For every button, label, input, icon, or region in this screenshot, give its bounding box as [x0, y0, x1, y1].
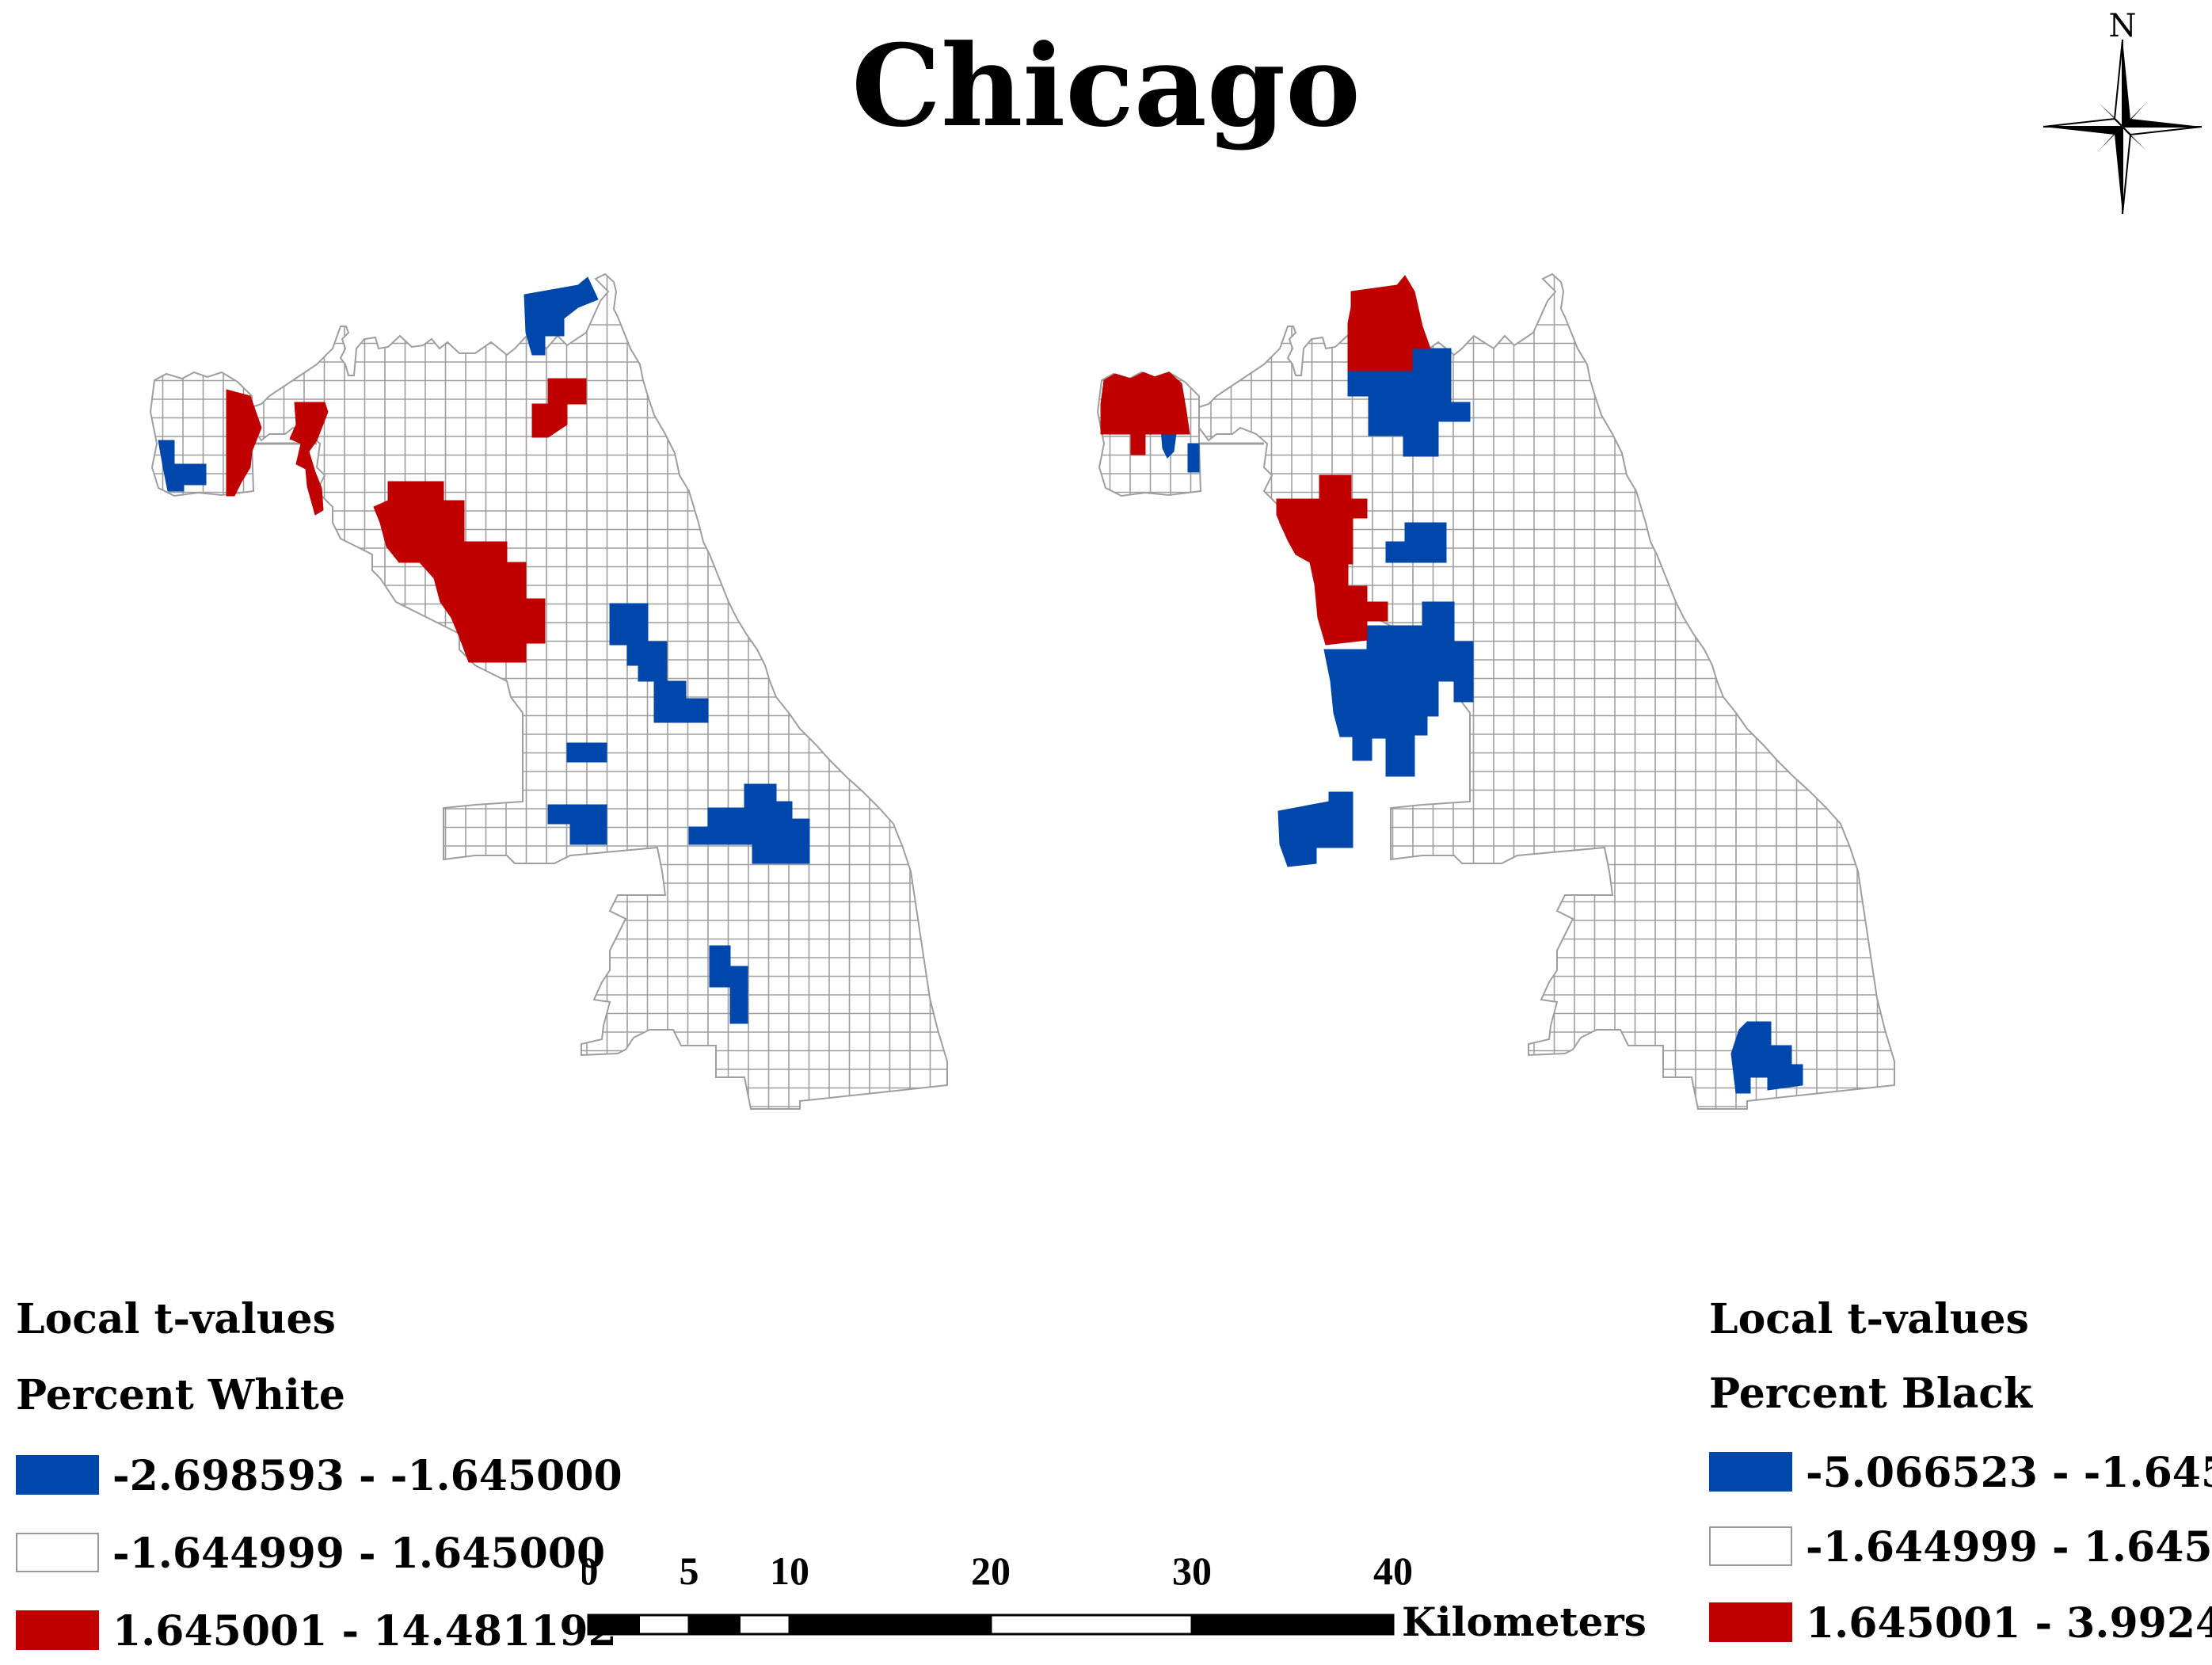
- cluster-positive: [1100, 371, 1190, 455]
- north-label: N: [2108, 8, 2137, 44]
- cluster-negative: [609, 603, 709, 723]
- legend-swatch-white: [1709, 1526, 1792, 1566]
- legend-heading: Local t-values: [16, 1295, 336, 1343]
- legend-variable: Percent White: [16, 1371, 345, 1419]
- cluster-negative: [158, 440, 207, 492]
- cluster-negative: [688, 783, 810, 864]
- scale-bar-segments: [587, 1614, 1395, 1636]
- map-percent-white: [149, 272, 948, 1110]
- scale-tick-label: 10: [770, 1549, 809, 1593]
- legend-swatch-blue: [1709, 1452, 1792, 1492]
- legend-heading: Local t-values: [1709, 1295, 2029, 1343]
- cluster-positive: [373, 481, 546, 663]
- significant-cells: [158, 276, 810, 1024]
- scale-tick-label: 5: [680, 1549, 699, 1593]
- cluster-negative: [709, 945, 748, 1024]
- legend-variable: Percent Black: [1709, 1370, 2032, 1418]
- grid-cells: [1098, 274, 1894, 1109]
- significant-cells: [1100, 275, 1803, 1094]
- legend-swatch-red: [16, 1610, 99, 1650]
- legend-class-label: -1.644999 - 1.645000: [1806, 1523, 2212, 1572]
- legend-class-label: -5.066523 - -1.645000: [1806, 1449, 2212, 1497]
- north-arrow: N: [2027, 8, 2212, 222]
- cluster-negative: [523, 276, 599, 356]
- scale-tick-label: 0: [582, 1549, 599, 1593]
- cluster-negative: [1277, 791, 1353, 867]
- legend-swatch-red: [1709, 1602, 1792, 1642]
- cluster-positive: [289, 402, 329, 516]
- legend-class-label: 1.645001 - 14.481192: [112, 1607, 617, 1655]
- cluster-positive: [226, 389, 262, 497]
- cluster-negative: [1323, 601, 1474, 777]
- map-title: Chicago: [851, 21, 1361, 152]
- scale-unit-label: Kilometers: [1402, 1598, 1647, 1645]
- city-map: [1096, 272, 1895, 1110]
- scale-tick-label: 20: [971, 1549, 1011, 1593]
- scale-bar: 0 5 10 20 30 40: [582, 1549, 1413, 1636]
- legend-class-label: -1.644999 - 1.645000: [112, 1530, 606, 1578]
- cluster-positive: [531, 378, 587, 438]
- legend-swatch-white: [16, 1533, 99, 1572]
- cluster-negative: [1187, 443, 1200, 473]
- legend-swatch-blue: [16, 1455, 99, 1495]
- cluster-negative: [1385, 522, 1447, 563]
- compass-rose-icon: [2043, 39, 2202, 215]
- map-percent-black: [1096, 272, 1895, 1110]
- legend-class-label: -2.698593 - -1.645000: [112, 1452, 622, 1500]
- cluster-positive: [1347, 275, 1431, 371]
- cluster-negative: [1730, 1021, 1803, 1094]
- cluster-negative: [566, 742, 607, 763]
- scale-tick-label: 30: [1172, 1549, 1212, 1593]
- cluster-negative: [1347, 348, 1471, 457]
- cluster-positive: [1276, 474, 1388, 646]
- cluster-negative: [547, 804, 607, 845]
- scale-tick-label: 40: [1373, 1549, 1413, 1593]
